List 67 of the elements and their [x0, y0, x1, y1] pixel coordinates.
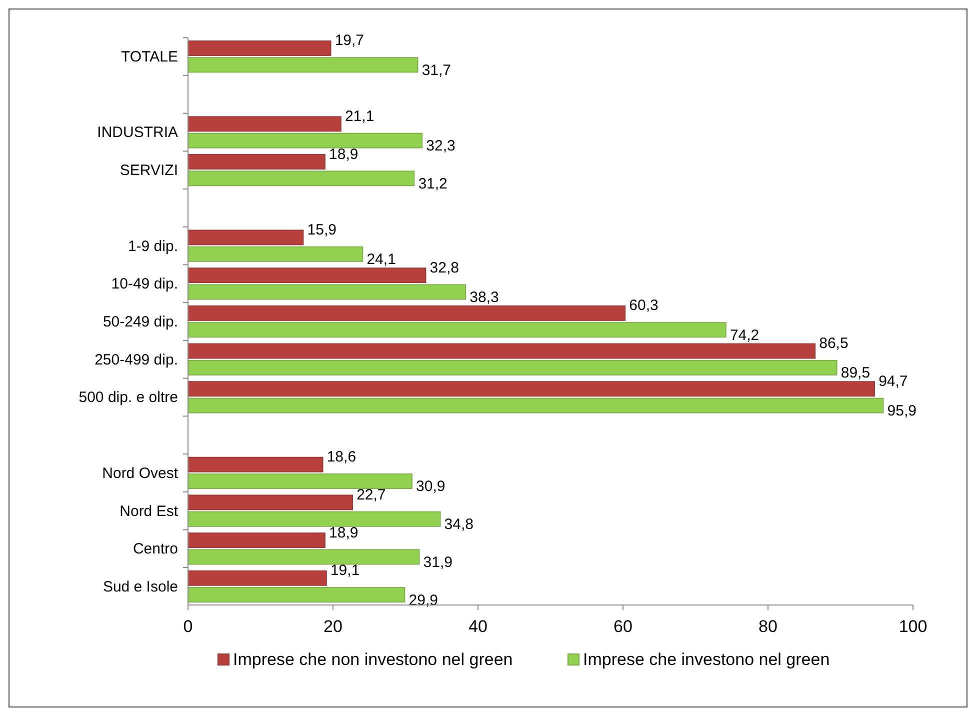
x-tick-label: 0	[183, 617, 193, 636]
data-label: 18,9	[329, 524, 358, 542]
data-label: 24,1	[366, 251, 396, 268]
data-label: 31,9	[423, 554, 452, 571]
x-tick-label: 20	[324, 617, 342, 636]
y-tick-label: TOTALE	[121, 48, 178, 66]
y-tick-label: 50-249 dip.	[102, 314, 178, 330]
bar	[188, 40, 332, 56]
bar	[188, 381, 875, 397]
data-label: 74,2	[730, 326, 760, 344]
bar	[188, 398, 884, 414]
bar	[188, 116, 342, 132]
bar	[188, 549, 420, 565]
bar	[188, 305, 626, 321]
bar	[188, 532, 326, 548]
y-tick-label: Centro	[132, 540, 178, 558]
y-tick-label: Nord Ovest	[102, 464, 179, 482]
y-tick-label: 1-9 dip.	[128, 238, 178, 255]
data-label: 31,7	[422, 62, 452, 79]
y-tick-label: 250-499 dip.	[94, 351, 178, 368]
data-label: 19,7	[334, 32, 364, 50]
x-tick-label: 80	[758, 617, 778, 636]
bar	[188, 284, 466, 300]
y-tick-label: Sud e Isole	[102, 578, 178, 596]
y-tick-label: SERVIZI	[120, 162, 178, 180]
data-label: 21,1	[344, 108, 374, 125]
legend-label: Imprese che non investono nel green	[233, 650, 513, 669]
bar	[188, 587, 406, 603]
bar	[188, 494, 353, 510]
data-label: 18,6	[326, 448, 356, 466]
bar	[188, 322, 726, 338]
data-label: 94,7	[878, 372, 908, 390]
legend-label: Imprese che investono nel green	[583, 650, 830, 669]
bar	[188, 170, 415, 186]
y-tick-label: 500 dip. e oltre	[78, 389, 178, 406]
data-label: 19,1	[330, 562, 360, 580]
bar	[188, 154, 326, 170]
x-tick-label: 60	[614, 617, 632, 636]
bar	[188, 343, 816, 359]
x-tick-label: 40	[468, 617, 488, 636]
bar	[188, 474, 412, 489]
data-label: 86,5	[819, 335, 848, 352]
data-label: 22,7	[356, 486, 386, 504]
data-label: 38,3	[470, 288, 499, 306]
bar	[188, 132, 423, 148]
data-label: 18,9	[329, 146, 358, 163]
data-label: 31,2	[418, 175, 448, 192]
bar	[188, 570, 327, 586]
data-label: 30,9	[416, 478, 446, 496]
x-tick-label: 100	[898, 617, 928, 636]
bar	[188, 268, 426, 284]
y-tick-label: Nord Est	[120, 502, 179, 520]
bar	[188, 57, 418, 73]
data-label: 95,9	[887, 402, 916, 420]
data-label: 60,3	[629, 297, 658, 314]
bar	[188, 511, 441, 527]
bar	[188, 230, 304, 246]
y-tick-label: 10-49 dip.	[111, 276, 178, 293]
data-label: 32,3	[426, 138, 456, 155]
data-label: 89,5	[840, 364, 870, 382]
bar	[188, 246, 364, 262]
data-label: 34,8	[444, 516, 474, 534]
bar	[188, 456, 324, 472]
y-tick-label: INDUSTRIA	[97, 124, 178, 142]
data-label: 32,8	[430, 259, 460, 276]
bar	[188, 360, 838, 376]
data-label: 15,9	[307, 221, 336, 238]
